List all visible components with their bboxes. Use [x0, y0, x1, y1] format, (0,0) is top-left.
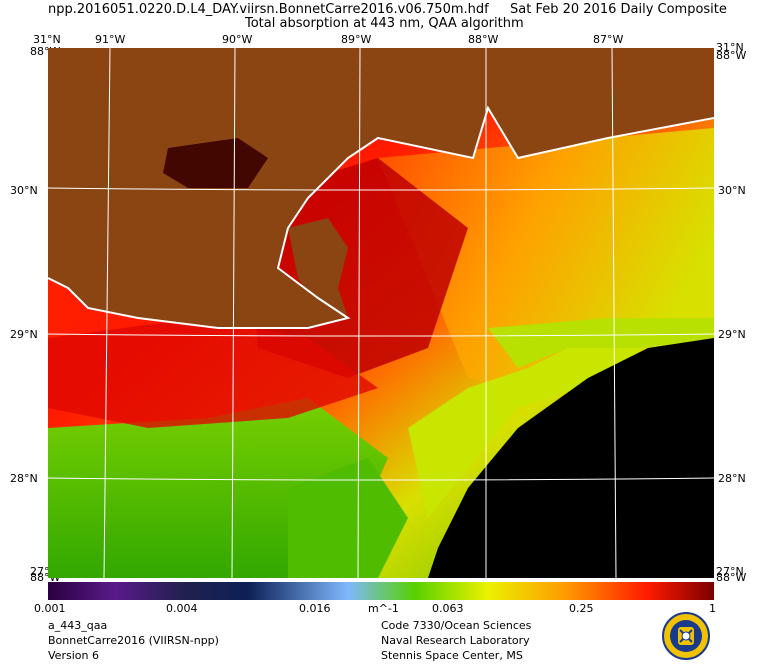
graticule	[48, 48, 714, 578]
colorbar-units: m^-1	[368, 602, 399, 615]
coastline	[48, 105, 714, 329]
filename-title: npp.2016051.0220.D.L4_DAY.viirsn.BonnetC…	[48, 2, 489, 17]
colorbar-tick-1: 1	[709, 602, 716, 615]
lon-label-90: 90°W	[222, 33, 253, 46]
product-name: a_443_qaa	[48, 619, 108, 632]
lon-label-88: 88°W	[468, 33, 499, 46]
colorbar	[48, 582, 714, 600]
lat-label-top-left: 31°N	[33, 33, 61, 46]
lat-label-29-left: 29°N	[10, 328, 38, 341]
land-mass	[48, 48, 714, 328]
lat-label-30-left: 30°N	[10, 184, 38, 197]
lon-label-89: 89°W	[341, 33, 372, 46]
colorbar-tick-0016: 0.016	[299, 602, 331, 615]
mississippi-delta	[288, 218, 348, 318]
org-location: Stennis Space Center, MS	[381, 649, 523, 662]
lon-label-87: 87°W	[593, 33, 624, 46]
lake-pontchartrain	[163, 138, 268, 188]
colorbar-tick-0063: 0.063	[432, 602, 464, 615]
dataset-name: BonnetCarre2016 (VIIRSN-npp)	[48, 634, 219, 647]
lat-label-28-right: 28°N	[718, 472, 746, 485]
colorbar-tick-0001: 0.001	[34, 602, 66, 615]
colorbar-gradient	[48, 582, 714, 600]
lat-label-30-right: 30°N	[718, 184, 746, 197]
lat-label-29-right: 29°N	[718, 328, 746, 341]
colorbar-tick-0004: 0.004	[166, 602, 198, 615]
version-label: Version 6	[48, 649, 99, 662]
absorption-map	[48, 48, 714, 578]
nrl-seal-icon	[662, 612, 710, 660]
corner-label-top-right: 88°W	[716, 49, 747, 62]
corner-label-bottom-right: 88°W	[716, 571, 747, 584]
lat-label-top-right: 31°N	[716, 41, 744, 54]
no-data-region	[428, 338, 714, 578]
colorbar-tick-025: 0.25	[569, 602, 594, 615]
lat-label-28-left: 28°N	[10, 472, 38, 485]
org-code: Code 7330/Ocean Sciences	[381, 619, 532, 632]
org-name: Naval Research Laboratory	[381, 634, 530, 647]
composite-date: Sat Feb 20 2016 Daily Composite	[510, 2, 727, 17]
lon-label-91: 91°W	[95, 33, 126, 46]
lat-label-bottom-right: 27°N	[716, 565, 744, 578]
product-subtitle: Total absorption at 443 nm, QAA algorith…	[245, 16, 524, 31]
